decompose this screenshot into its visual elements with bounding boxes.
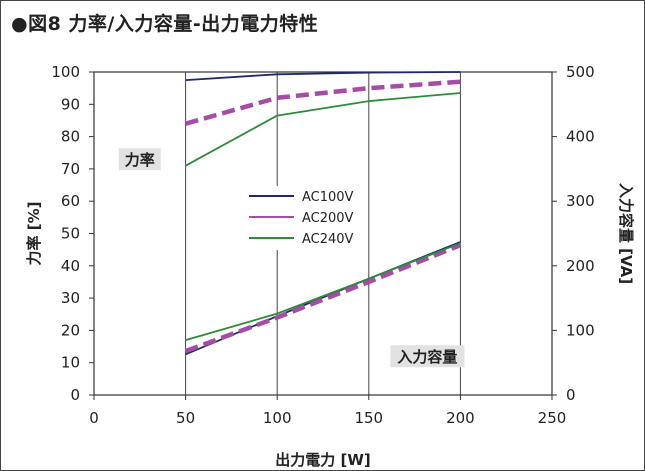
y-left-tick-label: 0 [70,386,80,404]
x-tick-label: 250 [538,409,567,427]
y-right-tick-label: 400 [566,128,595,146]
y-left-tick-label: 80 [61,128,80,146]
y-right-tick-label: 0 [566,386,576,404]
annotation-box [118,148,161,171]
series-line-ac240v-power-factor [185,92,461,167]
legend-label: AC100V [302,190,354,205]
series-line-ac240v-input-capacity [185,242,461,341]
y-left-axis-label: 力率 [%] [25,202,43,266]
y-left-tick-label: 30 [61,289,80,307]
x-tick-label: 200 [446,409,475,427]
y-left-tick-label: 50 [61,225,80,243]
y-right-tick-label: 100 [566,321,595,339]
series-line-ac100v-power-factor [185,71,461,81]
y-left-tick-label: 90 [61,95,80,113]
legend-label: AC240V [302,232,354,247]
annotation-input-capacity: 入力容量 [397,348,457,366]
y-left-tick-label: 40 [61,257,80,275]
y-left-tick-label: 70 [61,160,80,178]
y-right-tick-label: 300 [566,192,595,210]
x-tick-label: 100 [263,409,292,427]
y-right-axis-label: 入力容量 [VA] [617,183,635,284]
y-right-tick-label: 200 [566,257,595,275]
series-line-ac200v-power-factor [184,79,461,126]
y-left-tick-label: 20 [61,321,80,339]
x-tick-label: 0 [89,409,99,427]
y-left-tick-label: 100 [51,63,80,81]
y-right-tick-label: 500 [566,63,595,81]
y-left-tick-label: 60 [61,192,80,210]
x-tick-label: 50 [176,409,195,427]
annotation-box [390,345,465,368]
figure-title: ●図8 力率/入力容量-出力電力特性 [11,13,319,35]
y-left-tick-label: 10 [61,354,80,372]
legend-label: AC200V [302,211,354,226]
x-axis-label: 出力電力 [W] [275,451,370,469]
annotation-power-factor: 力率 [125,151,155,169]
x-tick-label: 150 [354,409,383,427]
series-line-ac200v-input-capacity [184,243,462,354]
